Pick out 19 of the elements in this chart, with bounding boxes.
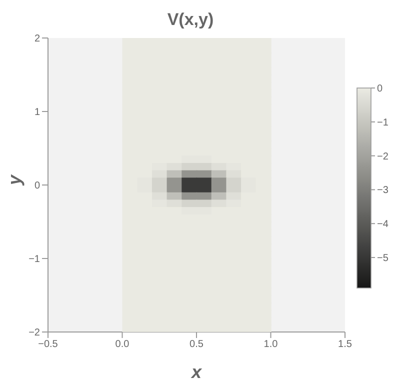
x-axis-title: x <box>190 362 202 382</box>
y-tick-label: 0 <box>34 180 40 192</box>
y-tick-label: 2 <box>34 34 40 45</box>
color-bar-label: −4 <box>377 219 389 230</box>
x-tick-label: 0.5 <box>190 339 204 350</box>
color-bar-label: −1 <box>377 117 389 128</box>
color-bar-label: −2 <box>377 151 389 162</box>
x-tick-label: 0.0 <box>115 339 130 350</box>
x-tick-label: −0.5 <box>38 339 58 350</box>
y-tick-label: −1 <box>28 254 40 266</box>
color-bar-label: −5 <box>377 252 389 264</box>
chart-title: V(x,y) <box>166 10 215 30</box>
color-bar-label: 0 <box>377 84 383 94</box>
x-tick-label: 1.0 <box>264 339 278 350</box>
y-tick-label: −2 <box>28 328 40 339</box>
color-bar-label: −3 <box>377 185 389 196</box>
x-tick-label: 1.5 <box>338 339 352 350</box>
y-tick-label: 1 <box>34 107 40 118</box>
y-axis-title: y <box>4 174 24 186</box>
